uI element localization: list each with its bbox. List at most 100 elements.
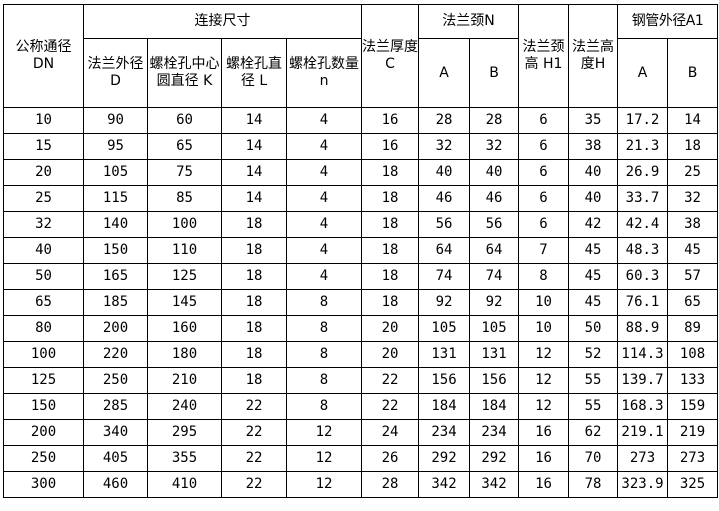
table-row: 20 105 75 14 4 18 40 40 6 40 26.9 25 [3, 159, 718, 186]
table-cell: 22 [221, 471, 287, 498]
table-cell: 12 [286, 471, 362, 498]
table-cell: 25 [667, 159, 718, 186]
table-cell: 46 [469, 185, 519, 212]
table-cell: 131 [469, 341, 519, 368]
table-cell: 90 [83, 107, 148, 134]
table-cell: 32 [469, 133, 519, 160]
table-cell: 250 [3, 445, 84, 472]
table-cell: 139.7 [617, 367, 668, 394]
table-cell: 12 [518, 393, 569, 420]
table-cell: 22 [361, 393, 419, 420]
table-cell: 300 [3, 471, 84, 498]
table-cell: 295 [147, 419, 222, 446]
table-cell: 180 [147, 341, 222, 368]
table-cell: 323.9 [617, 471, 668, 498]
table-row: 300 460 410 22 12 28 342 342 16 78 323.9 325 [3, 471, 718, 498]
table-cell: 52 [568, 341, 618, 368]
table-cell: 7 [518, 237, 569, 264]
header-pipe-a: A [617, 38, 668, 108]
table-cell: 32 [3, 211, 84, 238]
table-cell: 156 [418, 367, 470, 394]
table-cell: 18 [221, 289, 287, 316]
table-cell: 28 [469, 107, 519, 134]
table-cell: 70 [568, 445, 618, 472]
table-cell: 64 [469, 237, 519, 264]
table-cell: 17.2 [617, 107, 668, 134]
table-cell: 4 [286, 237, 362, 264]
table-cell: 405 [83, 445, 148, 472]
table-row: 25 115 85 14 4 18 46 46 6 40 33.7 32 [3, 185, 718, 212]
table-cell: 125 [147, 263, 222, 290]
table-cell: 355 [147, 445, 222, 472]
table-cell: 24 [361, 419, 419, 446]
table-cell: 105 [83, 159, 148, 186]
table-cell: 18 [361, 263, 419, 290]
table-cell: 16 [361, 107, 419, 134]
table-cell: 159 [667, 393, 718, 420]
table-cell: 4 [286, 107, 362, 134]
table-cell: 200 [3, 419, 84, 446]
table-cell: 64 [418, 237, 470, 264]
table-cell: 18 [361, 159, 419, 186]
table-cell: 65 [147, 133, 222, 160]
table-cell: 40 [3, 237, 84, 264]
table-cell: 184 [418, 393, 470, 420]
table-row: 10 90 60 14 4 16 28 28 6 35 17.2 14 [3, 107, 718, 134]
table-cell: 18 [221, 237, 287, 264]
table-cell: 42.4 [617, 211, 668, 238]
table-cell: 18 [667, 133, 718, 160]
table-cell: 50 [568, 315, 618, 342]
table-cell: 18 [361, 211, 419, 238]
header-connection: 连接尺寸 [83, 4, 362, 39]
table-cell: 38 [568, 133, 618, 160]
table-cell: 105 [469, 315, 519, 342]
table-cell: 234 [469, 419, 519, 446]
table-cell: 10 [518, 289, 569, 316]
table-cell: 21.3 [617, 133, 668, 160]
table-cell: 219.1 [617, 419, 668, 446]
table-cell: 8 [286, 393, 362, 420]
table-cell: 65 [3, 289, 84, 316]
table-row: 200 340 295 22 12 24 234 234 16 62 219.1 219 [3, 419, 718, 446]
table-cell: 145 [147, 289, 222, 316]
table-cell: 6 [518, 211, 569, 238]
table-cell: 460 [83, 471, 148, 498]
table-cell: 16 [518, 471, 569, 498]
header-pipe-b: B [667, 38, 718, 108]
table-row: 65 185 145 18 8 18 92 92 10 45 76.1 65 [3, 289, 718, 316]
table-cell: 14 [667, 107, 718, 134]
table-cell: 8 [286, 367, 362, 394]
table-cell: 65 [667, 289, 718, 316]
table-cell: 16 [518, 445, 569, 472]
table-row: 80 200 160 18 8 20 105 105 10 50 88.9 89 [3, 315, 718, 342]
table-row: 32 140 100 18 4 18 56 56 6 42 42.4 38 [3, 211, 718, 238]
table-cell: 40 [469, 159, 519, 186]
header-bolt-count-n: 螺栓孔数量 n [286, 38, 362, 108]
table-cell: 80 [3, 315, 84, 342]
table-cell: 74 [469, 263, 519, 290]
table-cell: 15 [3, 133, 84, 160]
table-cell: 325 [667, 471, 718, 498]
table-cell: 16 [518, 419, 569, 446]
table-cell: 14 [221, 107, 287, 134]
table-cell: 22 [361, 367, 419, 394]
table-cell: 18 [221, 341, 287, 368]
table-cell: 115 [83, 185, 148, 212]
table-cell: 28 [361, 471, 419, 498]
table-cell: 8 [286, 315, 362, 342]
table-cell: 6 [518, 107, 569, 134]
table-cell: 42 [568, 211, 618, 238]
table-cell: 12 [518, 341, 569, 368]
table-cell: 10 [518, 315, 569, 342]
table-cell: 40 [568, 185, 618, 212]
table-cell: 6 [518, 159, 569, 186]
table-cell: 6 [518, 133, 569, 160]
table-row: 250 405 355 22 12 26 292 292 16 70 273 273 [3, 445, 718, 472]
table-cell: 32 [667, 185, 718, 212]
header-bolt-circle-k: 螺栓孔中心圆直径 K [147, 38, 222, 108]
table-cell: 60.3 [617, 263, 668, 290]
table-cell: 100 [3, 341, 84, 368]
table-cell: 340 [83, 419, 148, 446]
table-cell: 18 [221, 263, 287, 290]
table-cell: 45 [568, 237, 618, 264]
